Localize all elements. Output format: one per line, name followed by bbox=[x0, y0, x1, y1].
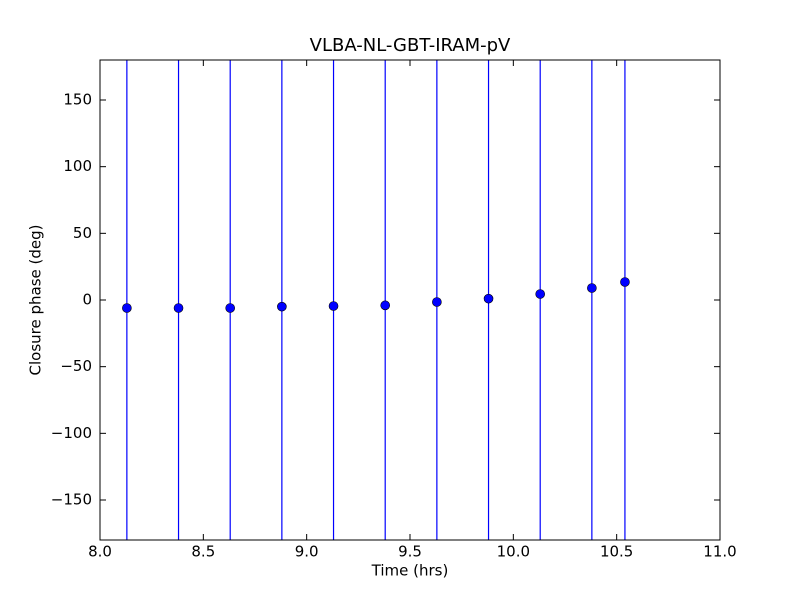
data-point bbox=[587, 283, 597, 293]
y-axis-label: Closure phase (deg) bbox=[27, 225, 45, 376]
y-tick-label: 150 bbox=[63, 91, 92, 109]
x-tick-label: 11.0 bbox=[703, 543, 736, 561]
data-point bbox=[620, 277, 630, 287]
x-axis-label: Time (hrs) bbox=[371, 562, 449, 580]
y-tick-label: −50 bbox=[60, 357, 92, 375]
data-point bbox=[535, 289, 546, 299]
data-point bbox=[432, 297, 442, 307]
data-point bbox=[122, 303, 132, 313]
y-tick-label: 0 bbox=[82, 291, 92, 309]
data-point bbox=[483, 293, 494, 304]
x-tick-label: 8.0 bbox=[88, 543, 112, 561]
x-tick-label: 10.5 bbox=[600, 543, 633, 561]
data-point bbox=[173, 303, 184, 313]
y-tick-label: −150 bbox=[51, 491, 92, 509]
plot-area bbox=[122, 60, 630, 540]
data-point bbox=[328, 301, 339, 311]
chart-title: VLBA-NL-GBT-IRAM-pV bbox=[310, 35, 511, 56]
x-tick-label: 9.0 bbox=[295, 543, 319, 561]
data-point bbox=[380, 300, 391, 311]
data-point bbox=[277, 301, 287, 312]
y-tick-label: 50 bbox=[73, 224, 92, 242]
y-tick-label: 100 bbox=[63, 157, 92, 175]
x-tick-label: 10.0 bbox=[497, 543, 530, 561]
x-tick-label: 9.5 bbox=[398, 543, 422, 561]
data-point bbox=[225, 303, 235, 313]
x-tick-label: 8.5 bbox=[191, 543, 215, 561]
y-tick-label: −100 bbox=[51, 424, 92, 442]
